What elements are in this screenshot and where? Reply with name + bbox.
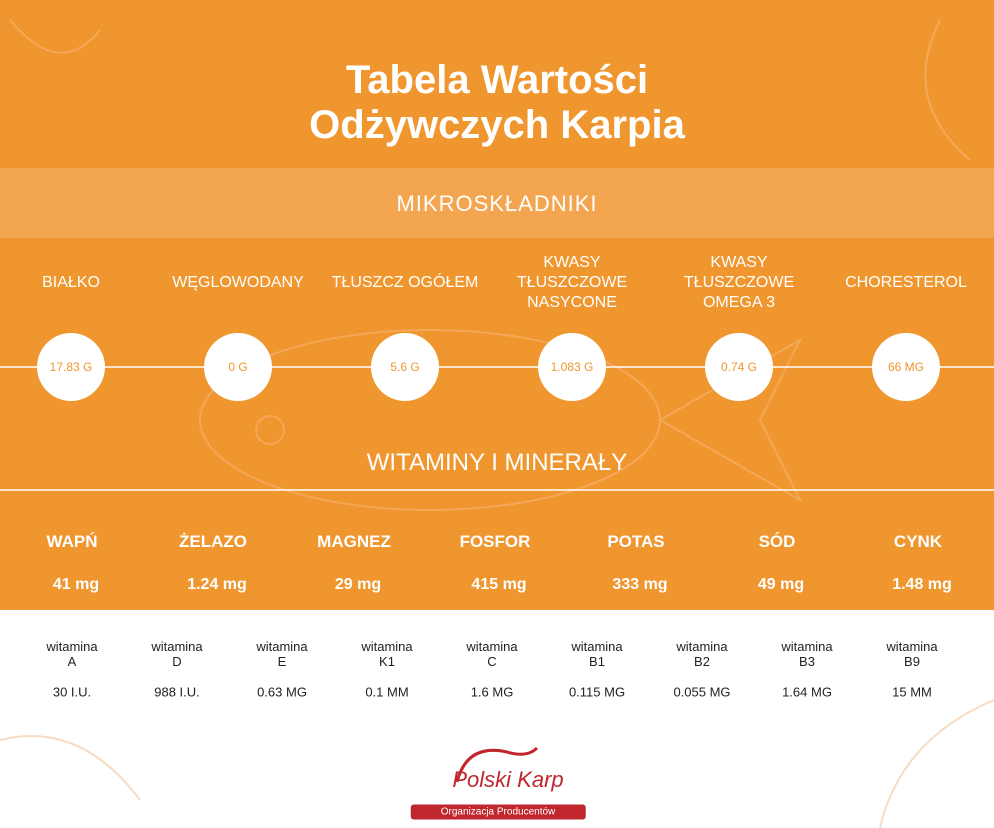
mineral-label: SÓD (758, 532, 796, 551)
mineral-value: 333 mg (612, 576, 668, 593)
vitamin-label: witamina B2 (676, 639, 728, 669)
vitamin-value: 0.055 MG (673, 684, 731, 700)
logo-icon (455, 746, 539, 783)
vitamin-label: witamina B1 (571, 639, 623, 669)
nutrient-label: TŁUSZCZ OGÓŁEM (331, 274, 479, 291)
value-circle (538, 333, 606, 401)
nutrient-label: CHORESTEROL (845, 274, 967, 291)
nutrient-value: 66 MG (887, 360, 925, 374)
vitamin-value: 1.64 MG (782, 684, 832, 700)
mineral-value: 41 mg (52, 576, 100, 593)
nutrient-label: BIAŁKO (42, 274, 100, 291)
nutrient-value: 0.74 G (720, 360, 758, 374)
nutrient-label: WĘGLOWODANY (172, 274, 304, 291)
mineral-value: 1.24 mg (187, 576, 247, 593)
nutrient-value: 1.083 G (550, 360, 594, 374)
vitamin-value: 0.63 MG (257, 684, 307, 700)
band (0, 168, 994, 238)
value-circle (37, 333, 105, 401)
mineral-label: WAPŃ (46, 532, 98, 551)
mineral-value: 29 mg (334, 576, 382, 593)
mineral-label: MAGNEZ (317, 532, 391, 551)
mineral-value: 49 mg (757, 576, 805, 593)
nutrient-label: KWASY TŁUSZCZOWE NASYCONE (516, 254, 628, 311)
mineral-label: FOSFOR (459, 532, 531, 551)
orange-background (0, 0, 994, 610)
value-circle (371, 333, 439, 401)
nutrient-value: 0 G (228, 360, 248, 374)
mineral-label: ŻELAZO (179, 532, 247, 551)
logo (0, 738, 994, 791)
nutrient-value: 17.83 G (49, 360, 93, 374)
vitamin-label: witamina E (256, 639, 308, 669)
value-circle (705, 333, 773, 401)
title: Tabela Wartości Odżywczych Karpia (309, 58, 685, 147)
vitamin-label: witamina C (466, 639, 518, 669)
logo-name: Polski Karp (452, 767, 564, 792)
vitamin-label: witamina A (46, 639, 98, 669)
logo-subtitle: Organizacja Producentów (410, 804, 586, 820)
mineral-label: CYNK (893, 532, 943, 551)
vitamin-label: witamina D (151, 639, 203, 669)
mineral-value: 415 mg (471, 576, 527, 593)
nutrient-value: 5.6 G (390, 360, 420, 374)
value-circle (872, 333, 940, 401)
mineral-label: POTAS (607, 532, 665, 551)
vitamin-value: 1.6 MG (470, 684, 514, 700)
vitamin-value: 0.115 MG (568, 684, 626, 700)
vitamin-label: witamina B9 (886, 639, 938, 669)
vitamin-value: 30 I.U. (52, 684, 92, 700)
section-title: WITAMINY I MINERAŁY (366, 449, 628, 476)
section-title: MIKROSKŁADNIKI (396, 191, 598, 216)
mineral-value: 1.48 mg (892, 576, 952, 593)
vitamin-value: 988 I.U. (154, 684, 200, 700)
vitamin-value: 0.1 MM (365, 684, 409, 700)
vitamin-label: witamina B3 (781, 639, 833, 669)
value-circle (204, 333, 272, 401)
vitamin-value: 15 MM (892, 684, 932, 700)
vitamin-label: witamina K1 (361, 639, 413, 669)
nutrient-label: KWASY TŁUSZCZOWE OMEGA 3 (683, 254, 795, 311)
